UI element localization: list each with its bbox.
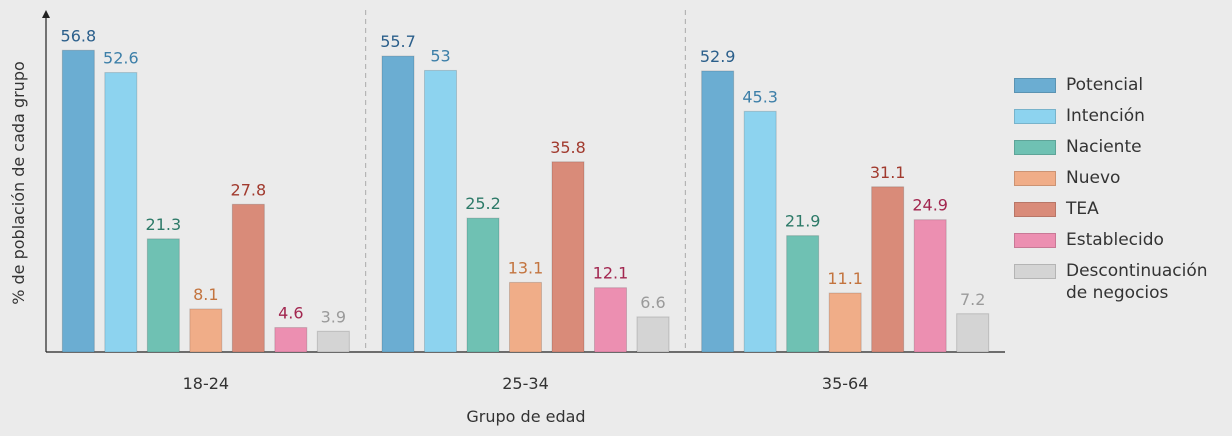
value-label: 12.1 [593,264,629,283]
bar [551,161,585,353]
bar [61,49,95,353]
x-axis-label: Grupo de edad [466,407,585,426]
bar [743,110,777,353]
bar [231,203,265,353]
legend-swatch [1014,202,1056,217]
legend-label: Potencial [1066,75,1144,95]
bar [104,72,138,353]
value-label: 24.9 [912,196,948,215]
x-tick-label: 25-34 [502,374,549,393]
value-label: 6.6 [640,293,665,312]
bar [146,238,180,353]
bar [594,287,627,353]
legend-item: Descontinuación de negocios [1014,260,1229,304]
x-tick-label: 18-24 [183,374,230,393]
legend-label: Establecido [1066,230,1164,250]
y-axis-arrow [42,10,50,18]
bar [913,219,947,353]
value-label: 3.9 [321,307,346,326]
bar [636,316,670,353]
legend-label: Naciente [1066,137,1142,157]
y-axis-label: % de población de cada grupo [9,61,28,305]
value-label: 55.7 [380,32,416,51]
value-label: 27.8 [231,180,267,199]
bar [786,235,820,353]
legend-label: TEA [1066,199,1099,219]
x-tick-label: 35-64 [822,374,869,393]
value-label: 4.6 [278,304,303,323]
legend-item: Nuevo [1014,167,1229,189]
legend-swatch [1014,233,1056,248]
bar [871,186,905,353]
legend-swatch [1014,109,1056,124]
legend-label: Descontinuación de negocios [1066,261,1208,303]
bar [316,330,350,353]
value-label: 13.1 [508,258,544,277]
bar [828,292,862,353]
value-label: 7.2 [960,290,985,309]
value-label: 45.3 [742,87,778,106]
legend-item: Establecido [1014,229,1229,251]
bar [274,327,308,353]
value-label: 52.9 [700,47,736,66]
bar [189,308,223,353]
legend-label: Intención [1066,106,1145,126]
value-label: 8.1 [193,285,218,304]
legend-swatch [1014,140,1056,155]
legend-item: Naciente [1014,136,1229,158]
value-label: 11.1 [827,269,863,288]
bar [956,313,990,353]
value-label: 31.1 [870,163,906,182]
value-label: 53 [430,46,450,65]
value-label: 52.6 [103,49,139,68]
legend-swatch [1014,78,1056,93]
bar [424,69,457,353]
legend-item: Potencial [1014,74,1229,96]
legend-label: Nuevo [1066,168,1121,188]
value-label: 21.9 [785,212,821,231]
bar [381,55,415,353]
legend-item: Intención [1014,105,1229,127]
bar [509,281,542,353]
value-label: 56.8 [61,26,97,45]
value-label: 35.8 [550,138,586,157]
bar [701,70,735,353]
legend: Potencial Intención Naciente Nuevo TEA Establ… [1014,74,1229,313]
bar [466,217,500,353]
value-label: 21.3 [146,215,182,234]
legend-swatch [1014,264,1056,279]
value-label: 25.2 [465,194,501,213]
legend-swatch [1014,171,1056,186]
legend-item: TEA [1014,198,1229,220]
